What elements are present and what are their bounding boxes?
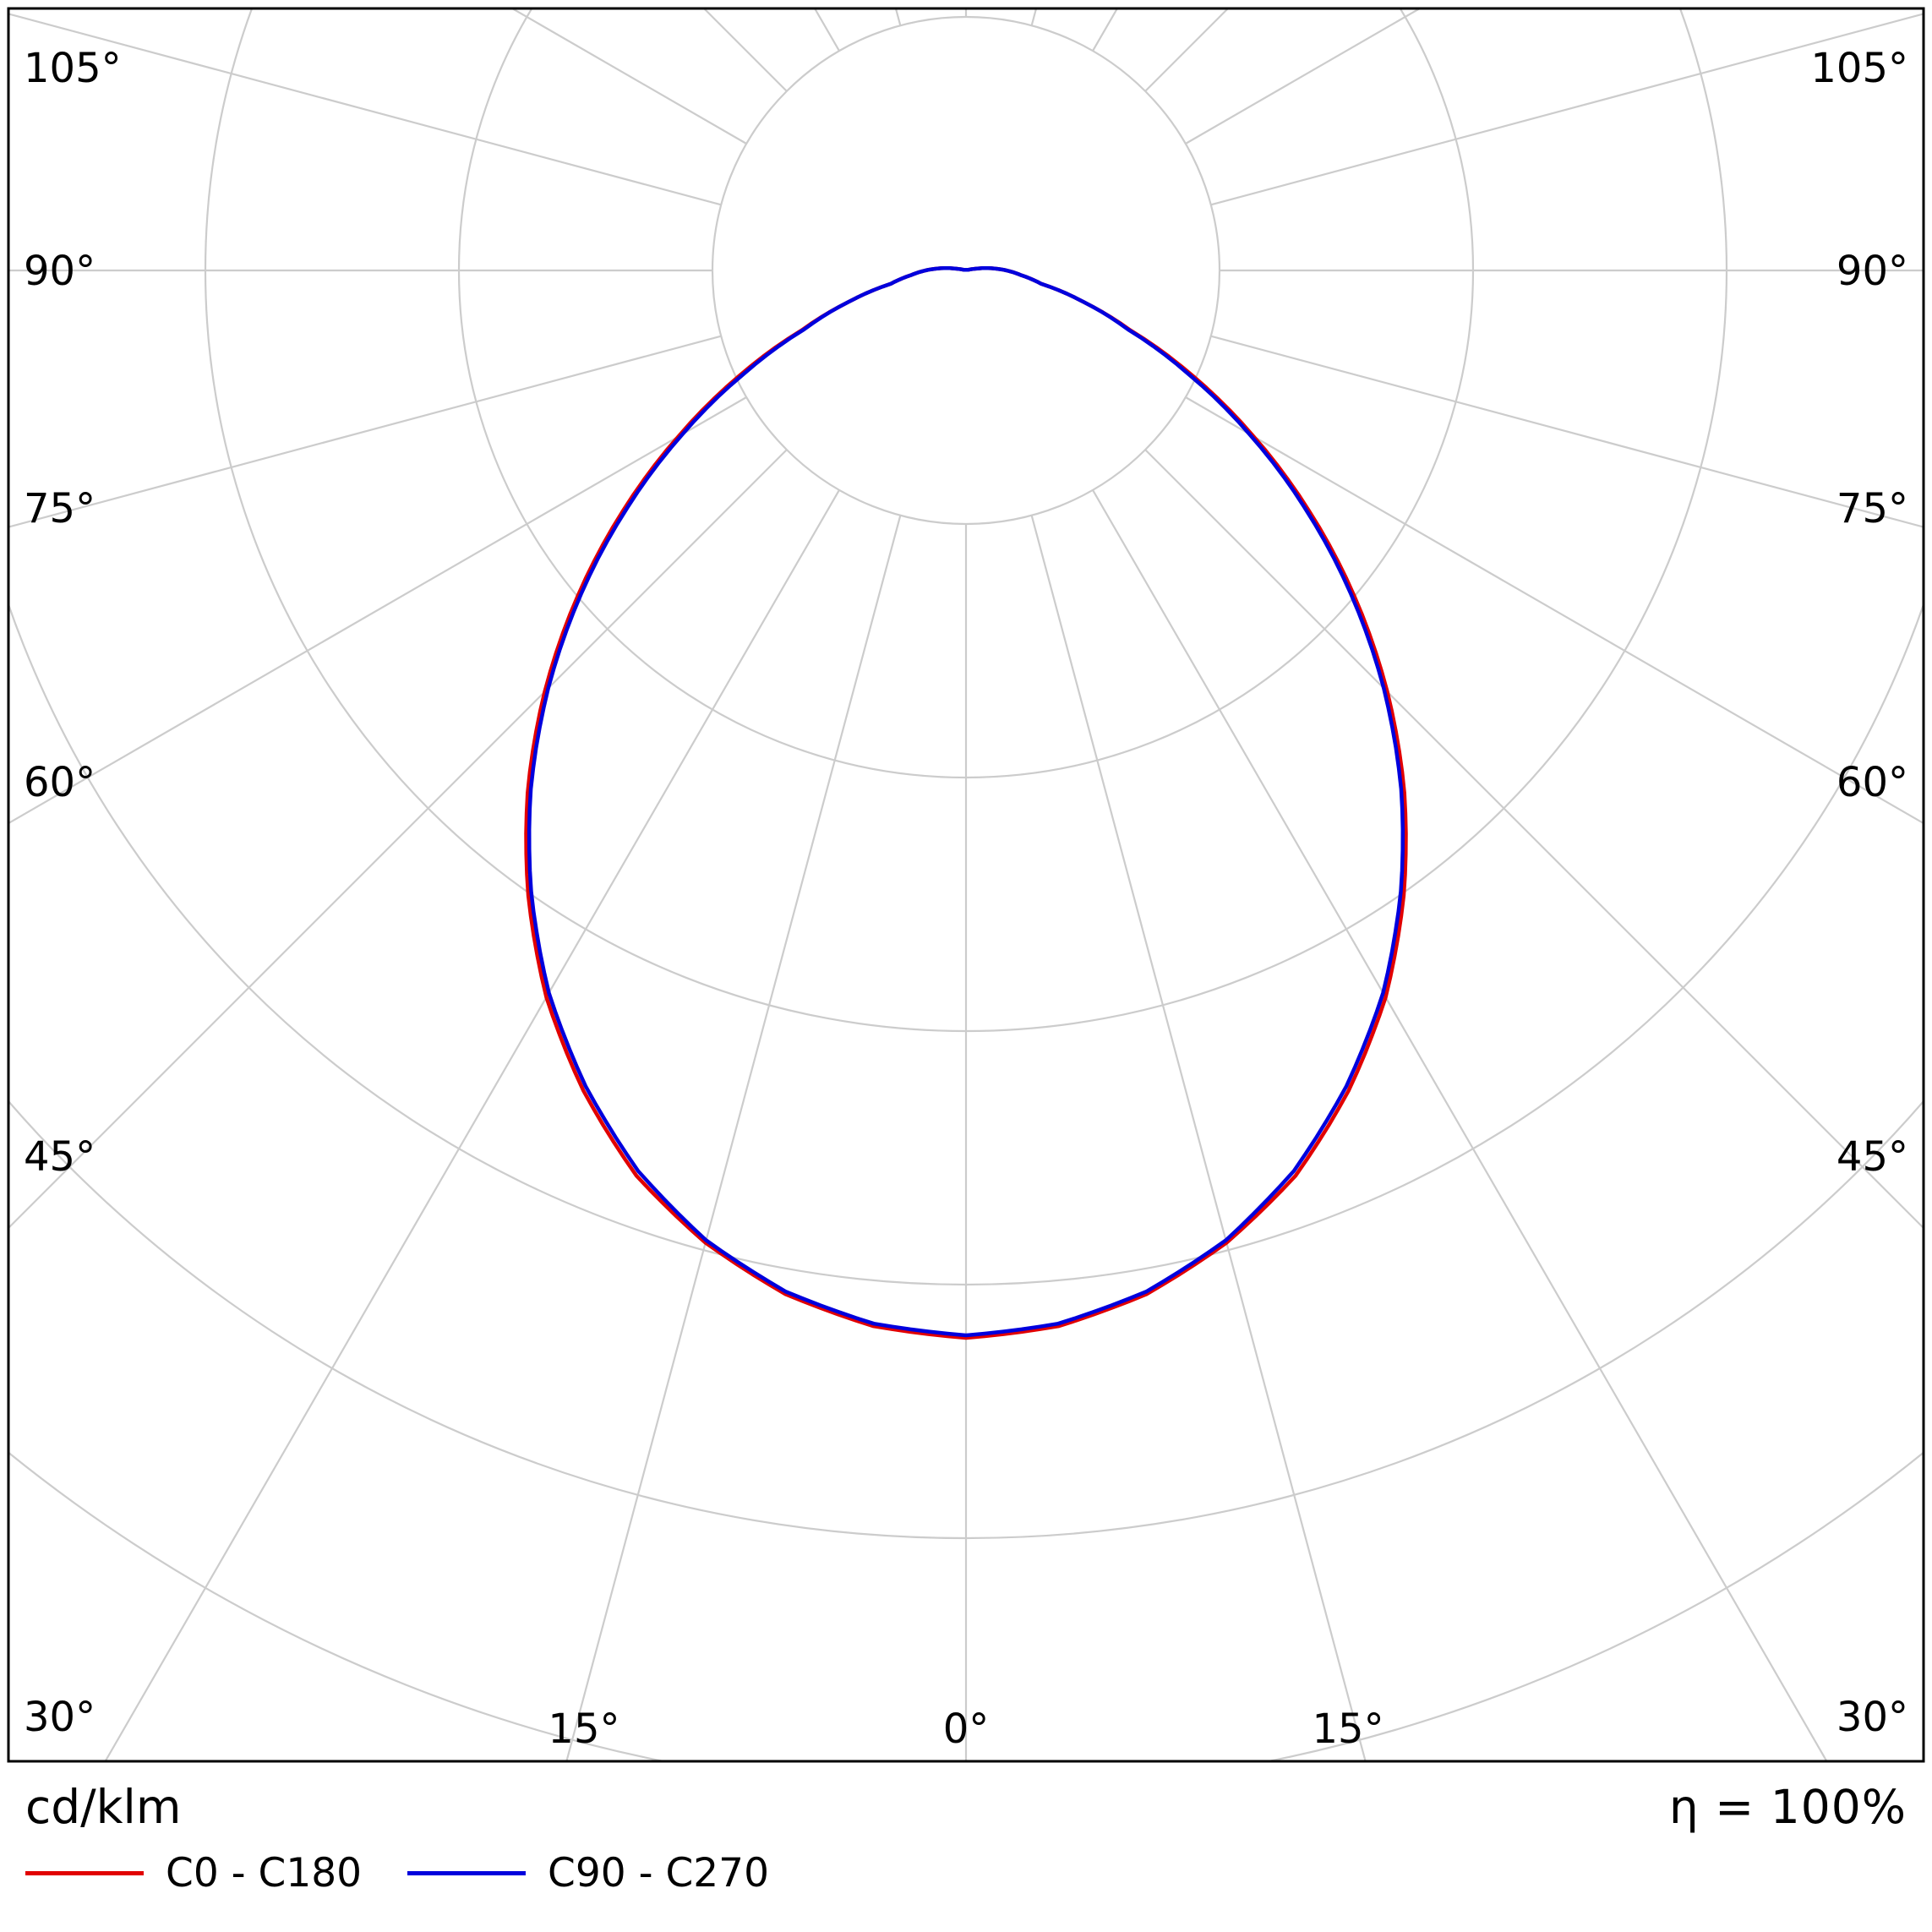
grid-ray: [1185, 396, 1924, 825]
polar-intensity-chart: 105° 105° 90° 90° 75° 75° 60° 60° 45° 45° 30° 30° 15…: [7, 7, 1925, 1763]
legend-line-red: [25, 1870, 144, 1875]
legend-label-c0-c180: C0 - C180: [166, 1849, 363, 1897]
grid-ray: [1030, 515, 1367, 1761]
angle-tick-label: 90°: [1836, 248, 1908, 295]
chart-legend: C0 - C180 C90 - C270: [0, 1833, 1932, 1897]
legend-label-c90-c270: C90 - C270: [548, 1849, 769, 1897]
grid-ray: [1144, 449, 1924, 1230]
curves: [524, 265, 1408, 1340]
angle-tick-label: 90°: [24, 248, 96, 295]
legend-item-c0-c180: C0 - C180: [25, 1850, 407, 1897]
efficiency-label: η = 100%: [1668, 1780, 1907, 1834]
grid-ray: [8, 449, 788, 1230]
polar-grid: [8, 8, 1924, 1761]
legend-item-c90-c270: C90 - C270: [407, 1850, 769, 1897]
grid-ray: [1210, 13, 1924, 206]
angle-tick-label: 105°: [24, 45, 122, 92]
grid-ray: [565, 515, 902, 1761]
angle-tick-label: 75°: [1836, 485, 1908, 532]
chart-footer: cd/klm η = 100% C0 - C180 C90 - C270: [0, 1768, 1932, 1932]
grid-ray: [1030, 8, 1038, 26]
angle-tick-label: 60°: [24, 759, 96, 806]
footer-labels-row: cd/klm η = 100%: [0, 1768, 1932, 1833]
angle-tick-label: 75°: [24, 485, 96, 532]
unit-label: cd/klm: [25, 1780, 182, 1834]
angle-tick-label: 45°: [24, 1133, 96, 1181]
grid-ray: [894, 8, 902, 26]
angle-tick-label: 15°: [1312, 1706, 1384, 1753]
grid-ray: [8, 335, 722, 528]
legend-line-blue: [407, 1870, 526, 1875]
grid-ray: [8, 396, 747, 825]
angle-tick-label: 15°: [548, 1706, 619, 1753]
grid-ray: [104, 489, 840, 1761]
angle-tick-label: 60°: [1836, 759, 1908, 806]
angle-tick-label: 105°: [1810, 45, 1908, 92]
angle-tick-label: 0°: [943, 1706, 990, 1753]
angle-labels: 105° 105° 90° 90° 75° 75° 60° 60° 45° 45° 30° 30° 15…: [24, 45, 1908, 1753]
angle-tick-label: 30°: [24, 1694, 96, 1741]
angle-tick-label: 30°: [1836, 1694, 1908, 1741]
angle-tick-label: 45°: [1836, 1133, 1908, 1181]
series-curve: [527, 265, 1405, 1338]
grid-ray: [1092, 489, 1828, 1761]
grid-ray: [8, 13, 722, 206]
plot-border: [7, 7, 1925, 1763]
grid-ray: [1210, 335, 1924, 528]
